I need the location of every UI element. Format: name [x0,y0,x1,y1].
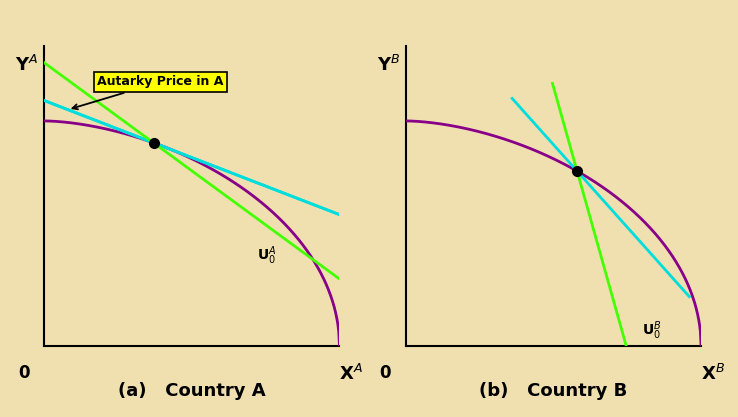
Text: 0: 0 [379,364,391,382]
Text: X$^A$: X$^A$ [339,364,363,384]
Text: Y$^A$: Y$^A$ [15,55,38,75]
Text: X$^B$: X$^B$ [701,364,725,384]
Text: (b)   Country B: (b) Country B [480,382,627,400]
Text: U$_0^B$: U$_0^B$ [642,320,661,342]
Text: (a)   Country A: (a) Country A [118,382,266,400]
Text: Y$^B$: Y$^B$ [376,55,400,75]
Text: Autarky Price in B: Autarky Price in B [0,416,1,417]
Text: 0: 0 [18,364,30,382]
Text: U$_0^A$: U$_0^A$ [257,245,276,267]
Text: Autarky Price in A: Autarky Price in A [72,75,224,109]
